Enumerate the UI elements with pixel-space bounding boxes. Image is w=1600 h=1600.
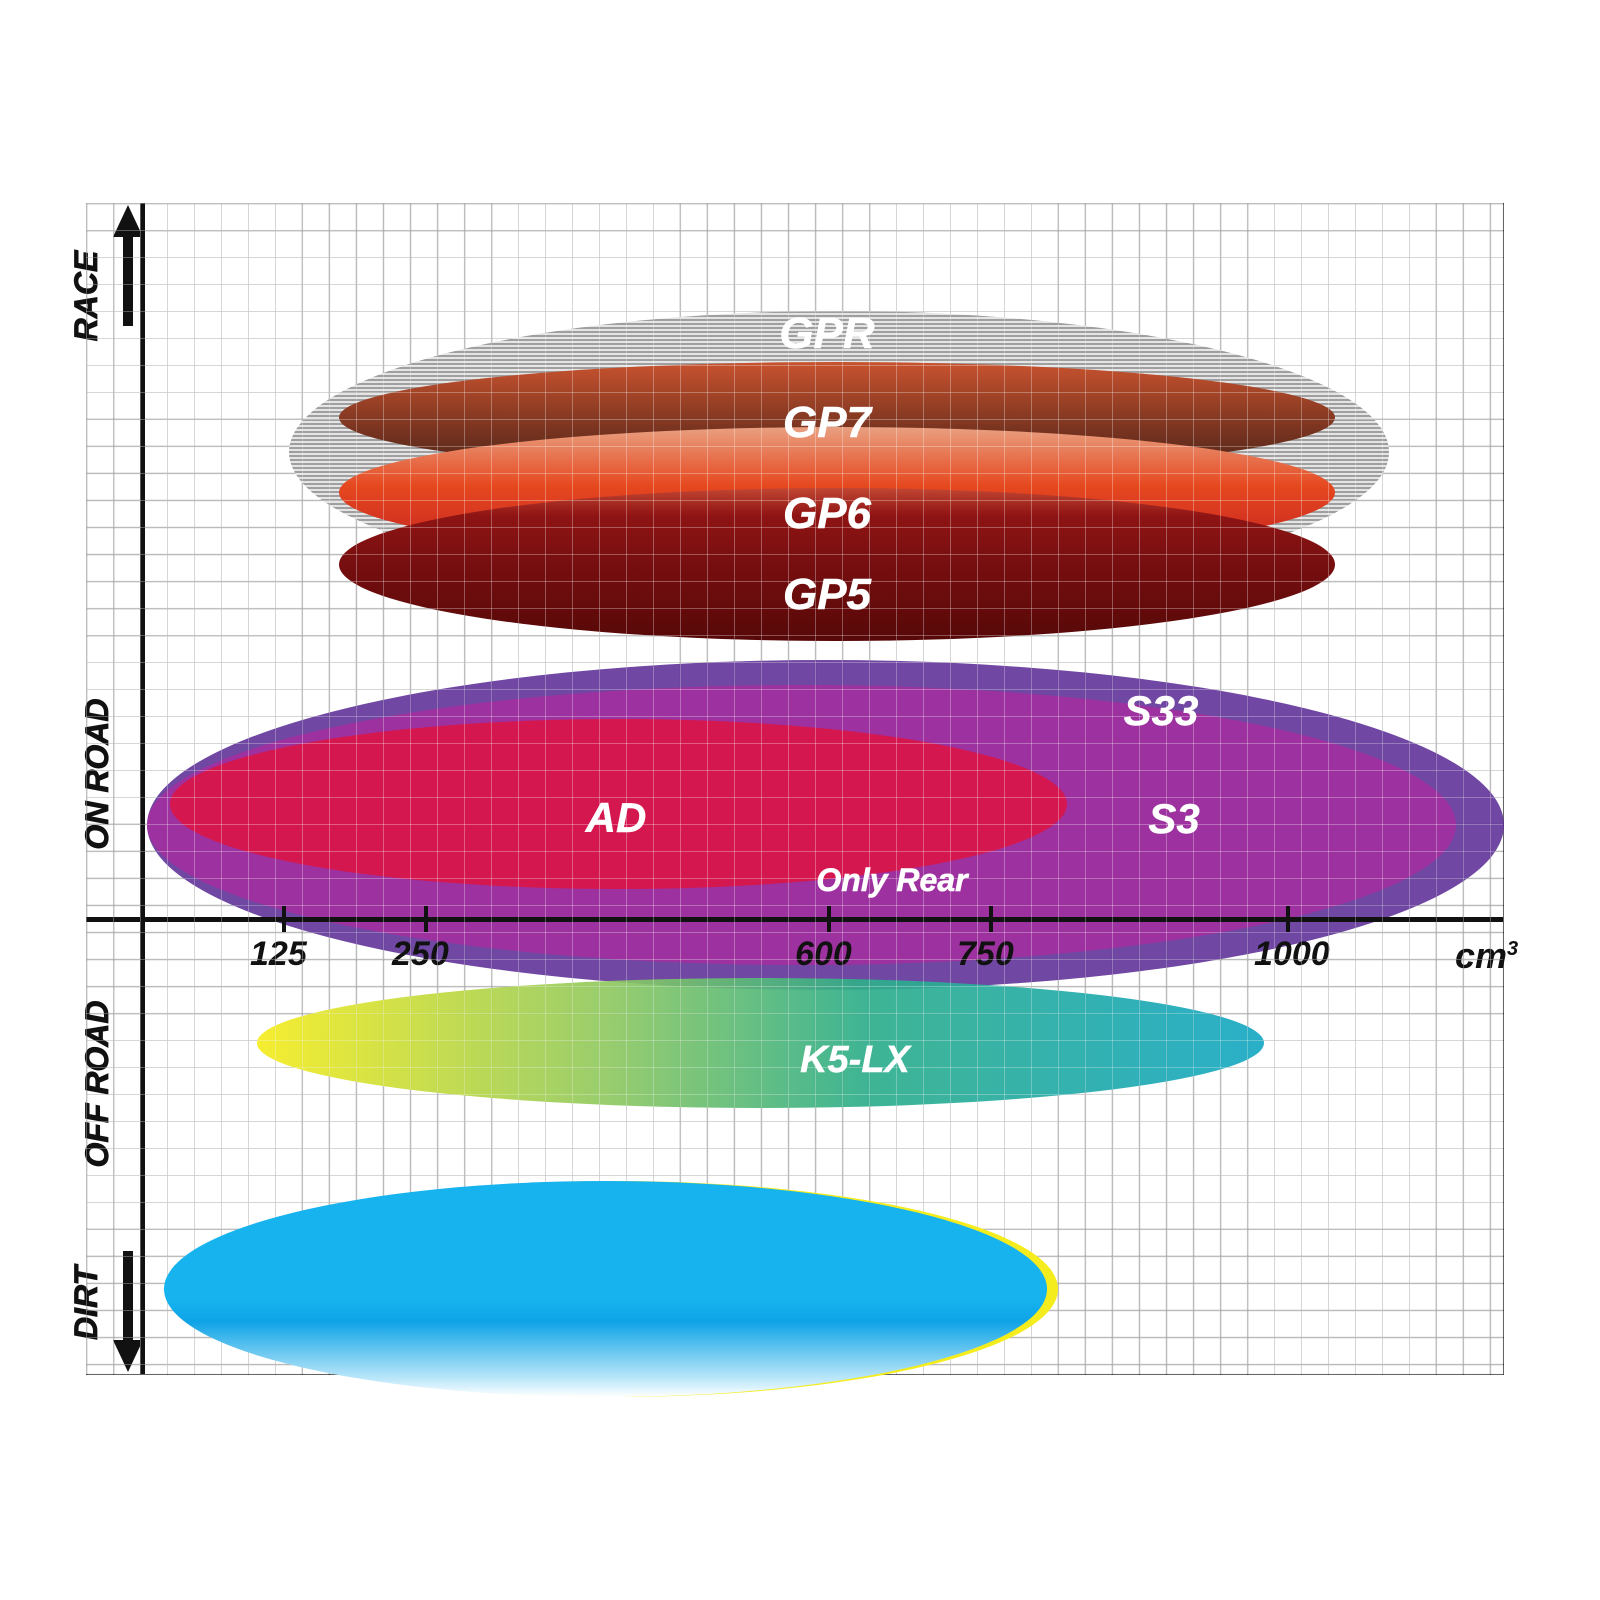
svg-text:DIRT: DIRT (68, 1264, 104, 1341)
svg-text:OFF ROAD: OFF ROAD (79, 1000, 115, 1167)
svg-text:ON ROAD: ON ROAD (79, 698, 115, 849)
svg-text:RACE: RACE (68, 249, 104, 341)
